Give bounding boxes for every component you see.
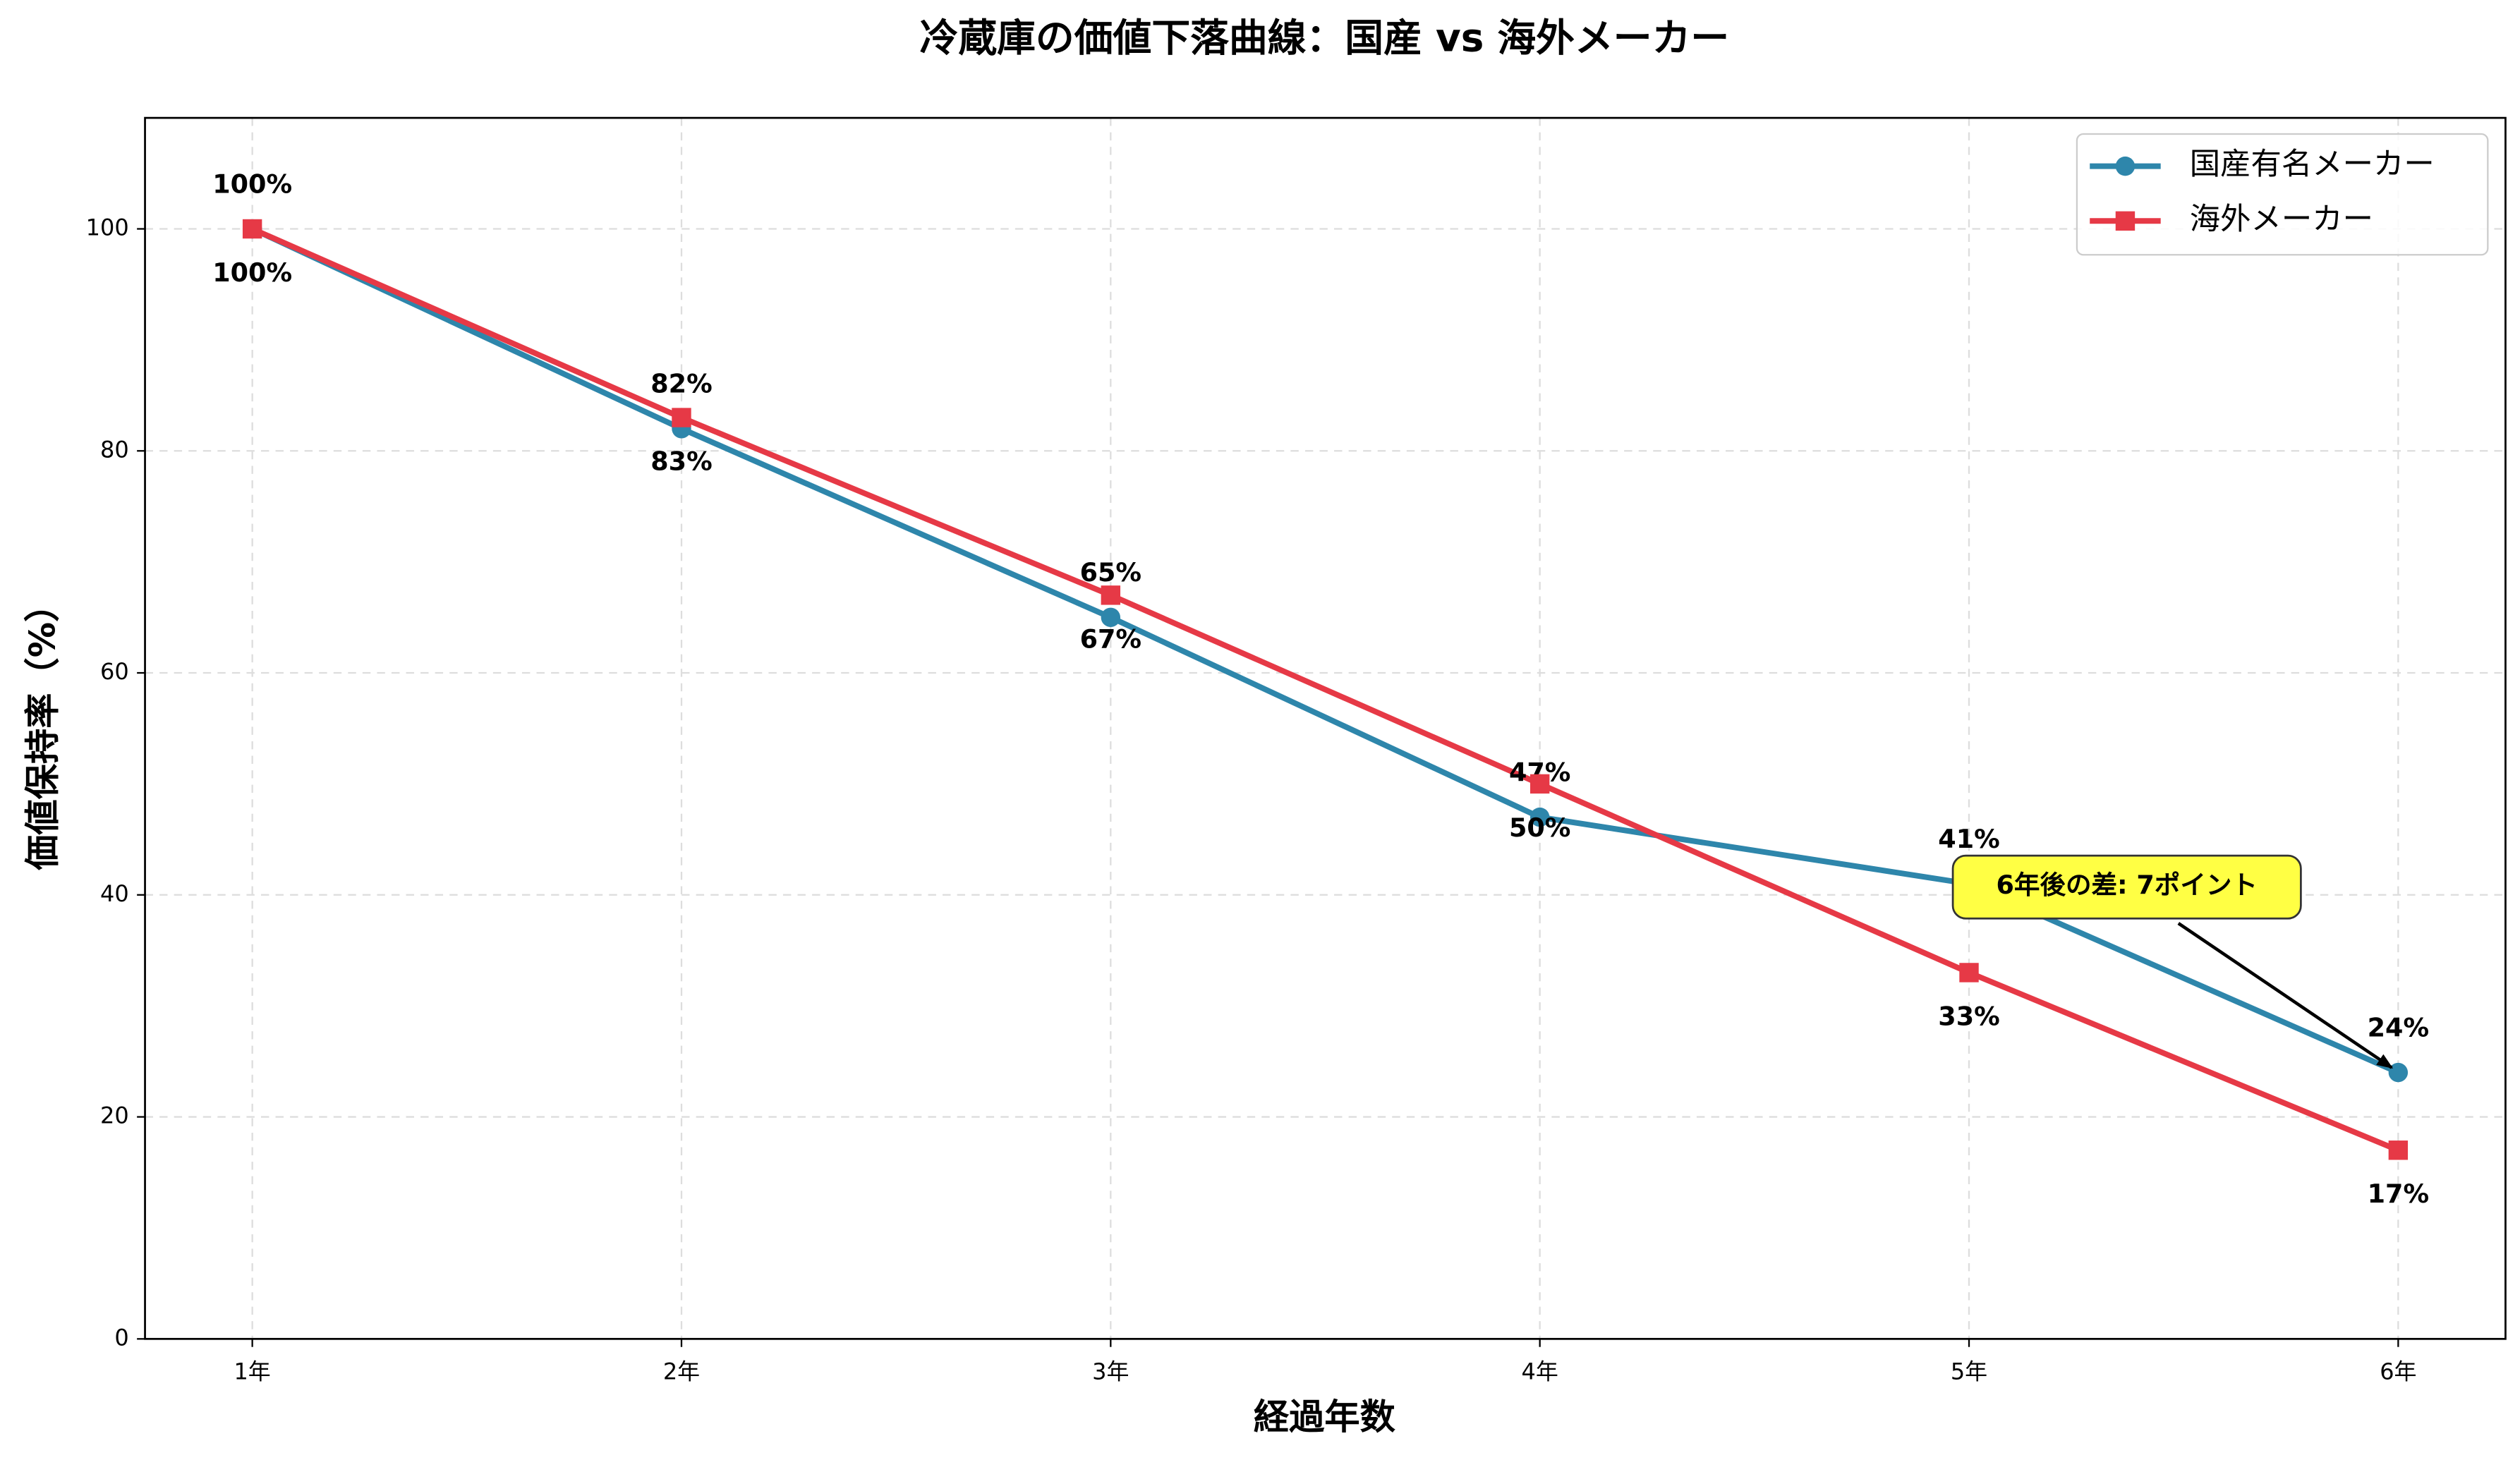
x-axis-label: 経過年数 [1254,1396,1396,1437]
legend-label: 国産有名メーカー [2190,147,2435,182]
data-label: 24% [2368,1012,2429,1042]
marker [672,408,691,427]
y-tick-label: 0 [114,1324,128,1351]
marker [1529,774,1550,794]
x-tick-label: 5年 [1951,1358,1987,1385]
marker [2388,1062,2409,1083]
legend-label: 海外メーカー [2190,202,2373,237]
x-tick-label: 6年 [2380,1358,2416,1385]
data-label: 33% [1938,1001,1999,1031]
data-label: 50% [1509,813,1570,843]
x-tick-label: 4年 [1522,1358,1558,1385]
series-line [251,226,2399,1153]
y-tick-label: 80 [100,436,129,463]
y-tick-label: 20 [100,1102,129,1129]
marker [242,219,262,239]
data-label: 83% [650,446,712,476]
data-label: 41% [1938,824,1999,854]
x-tick-label: 2年 [663,1358,700,1385]
x-tick-label: 1年 [234,1358,270,1385]
data-label: 17% [2368,1179,2429,1209]
plot-frame [144,116,2507,1340]
y-tick-label: 40 [100,880,129,907]
marker [1101,607,1121,628]
marker [1529,807,1550,827]
data-label: 100% [212,257,292,288]
data-label: 65% [1080,557,1141,588]
x-tick-label: 3年 [1092,1358,1129,1385]
chart-title: 冷蔵庫の価値下落曲線：国産 vs 海外メーカー [920,16,1730,61]
annotation-text: 6年後の差: 7ポイント [1997,870,2258,900]
y-axis-label: 価値保持率（%） [21,587,63,871]
legend-frame [2076,133,2489,256]
data-label: 67% [1080,623,1141,654]
marker [2115,156,2136,176]
data-label: 100% [212,169,292,199]
marker [1101,585,1121,605]
marker [2388,1140,2409,1160]
annotation-box [1951,854,2302,920]
marker [1959,963,1979,983]
y-tick-label: 100 [86,214,129,241]
y-tick-label: 60 [100,658,129,685]
marker [2115,211,2136,231]
data-label: 82% [650,369,712,399]
annotation-arrow [2177,922,2394,1069]
